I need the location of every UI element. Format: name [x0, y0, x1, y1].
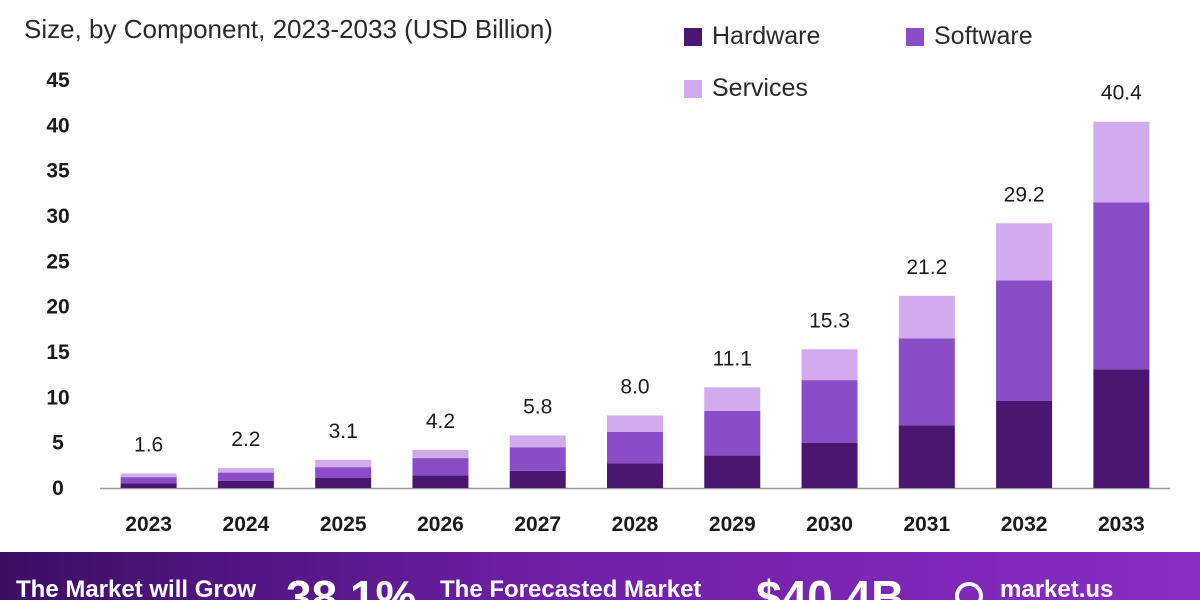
chart-legend: Hardware Software Services [0, 0, 1200, 110]
banner-forecast-text: The Forecasted Market [440, 576, 702, 600]
x-tick-label: 2027 [514, 513, 561, 536]
x-tick-label: 2029 [709, 513, 756, 536]
x-tick-label: 2030 [806, 513, 853, 536]
legend-swatch-software [906, 27, 924, 46]
y-tick-label: 30 [46, 205, 69, 228]
y-tick-label: 10 [46, 386, 69, 409]
bar-segment-software [801, 380, 858, 443]
bar-segment-software [607, 431, 663, 464]
bar-total-label: 11.1 [713, 347, 752, 370]
bar-segment-hardware [509, 470, 566, 488]
x-tick-label: 2023 [125, 513, 172, 536]
bar-segment-services [412, 449, 469, 459]
bar-segment-hardware [607, 463, 663, 488]
x-tick-label: 2026 [417, 513, 464, 536]
x-tick-label: 2033 [1098, 513, 1145, 536]
bar-segment-hardware [315, 478, 372, 488]
bar-segment-software [315, 467, 372, 479]
banner-brand: market.us [1000, 576, 1114, 600]
bar-segment-hardware [1093, 369, 1150, 488]
bar-segment-hardware [704, 455, 761, 488]
bar-total-label: 5.8 [523, 395, 552, 418]
x-tick-label: 2028 [612, 513, 659, 536]
bar-segment-services [217, 468, 274, 473]
bar-segment-services [315, 459, 372, 468]
bar-segment-services [704, 387, 761, 411]
bar-segment-software [412, 458, 469, 476]
bar-segment-hardware [898, 425, 955, 488]
bar-segment-hardware [996, 400, 1053, 488]
legend-item-hardware: Hardware [684, 22, 820, 51]
banner-forecast-value: $40.4B [756, 571, 905, 600]
y-tick-label: 0 [52, 477, 64, 500]
legend-label-software: Software [934, 22, 1033, 50]
y-tick-label: 25 [46, 250, 70, 273]
y-tick-label: 20 [46, 296, 69, 319]
stacked-bar-chart: 0510152025303540451.620232.220243.120254… [46, 69, 1170, 536]
bar-total-label: 3.1 [329, 420, 358, 443]
bar-total-label: 40.4 [1101, 82, 1142, 105]
bar-segment-software [217, 472, 274, 481]
y-tick-label: 5 [52, 432, 64, 455]
x-tick-label: 2024 [223, 513, 270, 536]
y-tick-label: 40 [46, 114, 69, 137]
chart-subtitle: Size, by Component, 2023-2033 (USD Billi… [24, 14, 553, 44]
y-tick-label: 45 [46, 69, 70, 92]
bar-segment-software [704, 410, 761, 456]
y-tick-label: 35 [46, 160, 70, 183]
bar-segment-services [1093, 121, 1150, 203]
bar-total-label: 8.0 [620, 375, 649, 398]
bar-segment-services [996, 223, 1053, 281]
bar-segment-services [120, 473, 177, 478]
bar-segment-services [509, 435, 566, 448]
legend-item-services: Services [684, 74, 808, 103]
bar-segment-software [120, 477, 177, 484]
x-tick-label: 2032 [1001, 513, 1048, 536]
bar-segment-software [996, 280, 1053, 401]
bar-total-label: 21.2 [906, 256, 947, 279]
bar-segment-services [898, 295, 955, 339]
legend-swatch-hardware [684, 27, 702, 46]
bar-segment-software [1093, 202, 1150, 370]
legend-label-hardware: Hardware [712, 22, 821, 50]
banner-grow-text: The Market will Grow [16, 576, 257, 600]
y-tick-label: 15 [46, 341, 70, 364]
banner-cagr-value: 38.1% [286, 571, 417, 600]
bar-total-label: 29.2 [1004, 183, 1045, 206]
bar-total-label: 15.3 [809, 309, 850, 332]
legend-swatch-services [684, 79, 702, 98]
bar-total-label: 1.6 [134, 433, 163, 456]
x-tick-label: 2025 [320, 513, 367, 536]
x-tick-label: 2031 [903, 513, 950, 536]
bar-segment-software [898, 338, 955, 426]
bar-segment-software [509, 447, 566, 471]
bar-total-label: 2.2 [231, 428, 260, 451]
legend-item-software: Software [906, 22, 1033, 51]
brand-logo-icon [955, 582, 983, 600]
bar-segment-services [607, 415, 663, 432]
bar-segment-services [801, 349, 858, 381]
bar-segment-hardware [217, 480, 274, 488]
legend-label-services: Services [712, 74, 808, 102]
footer-banner: The Market will Grow 38.1% The Forecaste… [0, 552, 1200, 600]
bar-total-label: 4.2 [426, 410, 455, 433]
bar-segment-hardware [120, 483, 177, 488]
bar-segment-hardware [412, 475, 469, 488]
bar-segment-hardware [801, 442, 858, 488]
